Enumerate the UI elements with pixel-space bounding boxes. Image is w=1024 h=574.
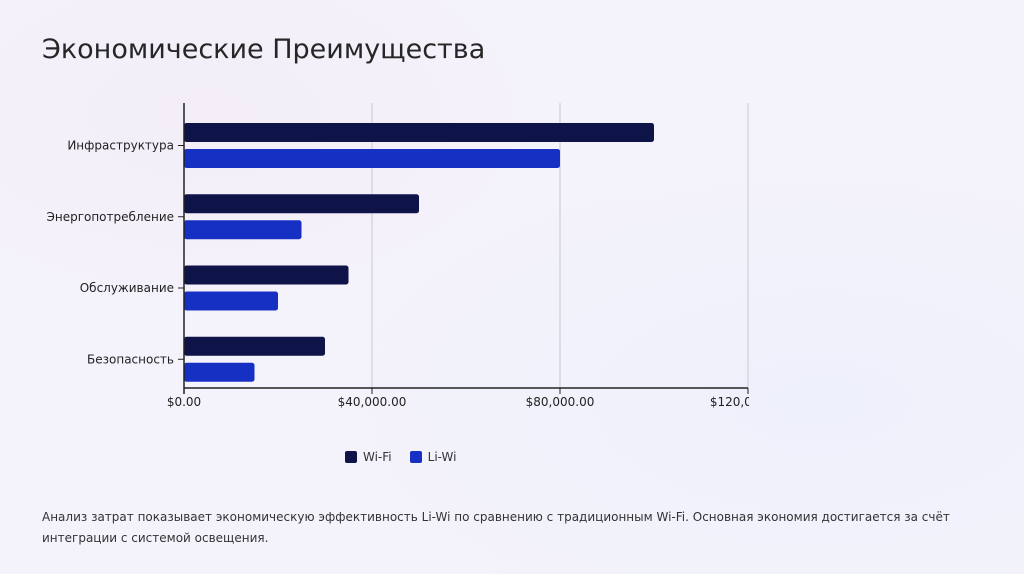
legend-item-liwi[interactable]: Li-Wi [409,450,457,464]
category-label: Энергопотребление [46,210,174,224]
x-tick-label: $0.00 [167,395,201,409]
legend-label-liwi: Li-Wi [427,450,457,464]
bar-wifi [184,336,325,356]
axes [178,103,749,394]
slide-caption: Анализ затрат показывает экономическую э… [42,510,950,545]
bar-liwi [184,220,302,240]
bars [184,123,654,382]
bar-wifi [184,194,419,214]
bar-wifi [184,265,349,285]
x-tick-label: $80,000.00 [526,395,595,409]
bar-liwi [184,149,560,168]
category-label: Безопасность [87,352,174,366]
category-label: Обслуживание [80,281,174,295]
chart-legend: Wi-Fi Li-Wi [345,450,456,464]
bar-liwi [184,291,278,311]
legend-label-wifi: Wi-Fi [363,450,392,464]
bar-chart: $0.00 $40,000.00 $80,000.00 $120,000.00 Инфр… [46,103,786,410]
legend-swatch-wifi [345,451,357,463]
grid-lines [371,103,749,388]
category-label: Инфраструктура [67,139,174,153]
slide-title: Экономические Преимущества [42,34,486,65]
labels: $0.00 $40,000.00 $80,000.00 $120,000.00 Инфр… [46,139,786,410]
bar-liwi [184,362,255,382]
x-tick-label: $120,000.00 [710,395,786,409]
bar-wifi [184,123,654,142]
legend-item-wifi[interactable]: Wi-Fi [345,450,392,464]
legend-swatch-liwi [409,451,422,463]
x-tick-label: $40,000.00 [338,395,407,409]
